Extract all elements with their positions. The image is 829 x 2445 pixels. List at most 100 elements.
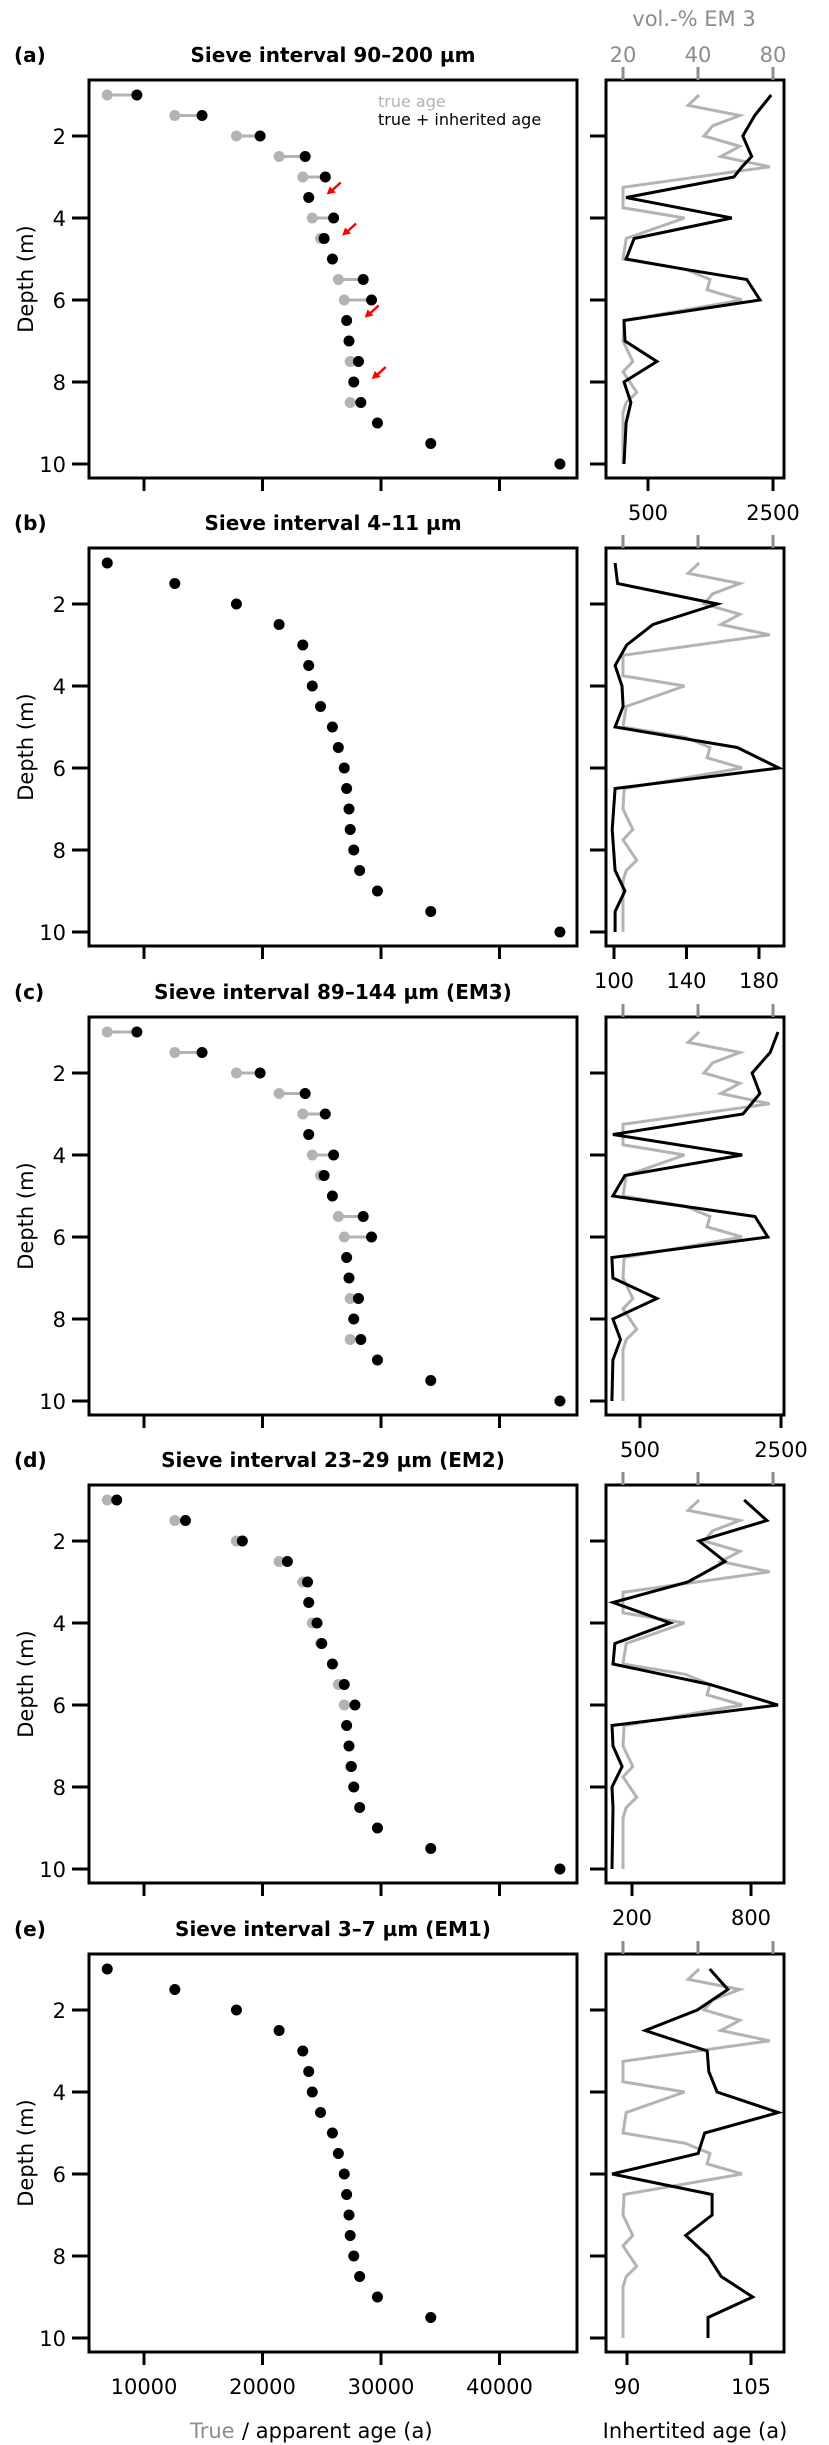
apparent-age-point <box>425 438 437 449</box>
apparent-age-point <box>131 89 143 101</box>
true-age-point <box>306 212 318 224</box>
depth-tick-label: 4 <box>53 2081 66 2105</box>
panel-title: Sieve interval 90–200 µm <box>191 43 476 67</box>
apparent-age-point <box>341 1720 353 1731</box>
true-age-point <box>169 1047 181 1058</box>
true-age-point <box>273 151 285 162</box>
true-age-point <box>344 1334 356 1345</box>
apparent-age-point <box>318 233 330 244</box>
depth-tick-label: 2 <box>53 125 66 149</box>
vol-tick-label: 40 <box>685 43 712 67</box>
y-axis-label: Depth (m) <box>14 2099 38 2206</box>
apparent-age-point <box>348 376 360 388</box>
apparent-age-point <box>169 578 181 589</box>
depth-tick-label: 6 <box>53 1694 66 1718</box>
apparent-age-point <box>303 192 315 203</box>
apparent-age-point <box>355 1334 367 1345</box>
apparent-age-point <box>319 1108 331 1120</box>
inherited-tick-label: 180 <box>739 969 779 993</box>
apparent-age-point <box>344 2230 356 2241</box>
apparent-age-point <box>306 680 318 692</box>
depth-tick-label: 8 <box>53 1776 66 1800</box>
apparent-age-point <box>311 1617 323 1629</box>
x-axis-label-rest: / apparent age (a) <box>242 2419 433 2443</box>
apparent-age-point <box>315 701 327 712</box>
true-age-point <box>306 1149 318 1161</box>
true-age-point <box>273 1556 285 1567</box>
apparent-age-point <box>343 803 355 815</box>
apparent-age-point <box>131 1026 143 1038</box>
apparent-age-point <box>554 1863 566 1875</box>
true-age-point <box>338 1231 350 1243</box>
vol-em3-line <box>621 1498 771 1869</box>
apparent-age-point <box>196 1047 208 1058</box>
true-age-point <box>338 1699 350 1711</box>
apparent-age-point <box>354 2271 366 2282</box>
panel-b: (b) Sieve interval 4–11 µm 2 4 6 8 10 Depth (m)… <box>14 511 786 993</box>
legend-true-age: true age <box>378 92 446 111</box>
age-plot-frame <box>87 1015 579 1417</box>
inherited-plot-frame <box>604 78 786 480</box>
panel-label: (e) <box>14 1917 46 1941</box>
apparent-age-point <box>341 2189 353 2200</box>
inherited-tick-label: 2500 <box>746 501 799 525</box>
y-axis-label: Depth (m) <box>14 1162 38 1269</box>
panel-label: (d) <box>14 1448 47 1472</box>
inherited-tick-label: 800 <box>731 1906 771 1930</box>
apparent-age-point <box>338 2168 350 2180</box>
vol-em3-line <box>621 1967 771 2338</box>
apparent-age-point <box>357 274 369 285</box>
panel-c: (c) Sieve interval 89–144 µm (EM3) 2 4 6 8 10 D… <box>14 980 808 1462</box>
true-age-point <box>344 356 356 367</box>
depth-tick-label: 10 <box>39 453 66 477</box>
apparent-age-point <box>236 1535 248 1547</box>
apparent-age-point <box>303 2066 315 2077</box>
inherited-age-line <box>610 562 785 932</box>
apparent-age-point <box>303 1129 315 1140</box>
apparent-age-point <box>196 110 208 121</box>
inherited-tick-label: 100 <box>594 969 634 993</box>
vol-tick-label: 20 <box>610 43 637 67</box>
apparent-age-point <box>326 721 338 733</box>
apparent-age-point <box>297 639 309 651</box>
apparent-age-point <box>349 1699 361 1711</box>
true-age-point <box>230 130 242 142</box>
apparent-age-point <box>101 557 113 569</box>
apparent-age-point <box>254 1067 266 1079</box>
apparent-age-point <box>371 1354 383 1366</box>
apparent-age-point <box>554 926 566 938</box>
apparent-age-point <box>348 1781 360 1793</box>
true-age-point <box>344 1293 356 1304</box>
apparent-age-point <box>299 1088 311 1099</box>
apparent-age-point <box>318 1170 330 1181</box>
depth-tick-label: 4 <box>53 1144 66 1168</box>
true-age-point <box>169 1515 181 1526</box>
apparent-age-point <box>254 130 266 142</box>
panel-title: Sieve interval 4–11 µm <box>204 511 461 535</box>
true-age-point <box>101 1494 113 1506</box>
true-age-point <box>344 397 356 408</box>
depth-tick-label: 6 <box>53 289 66 313</box>
apparent-age-point <box>366 294 378 306</box>
panel-label: (c) <box>14 980 44 1004</box>
inherited-tick-label: 500 <box>628 501 668 525</box>
apparent-age-point <box>371 417 383 429</box>
depth-tick-label: 2 <box>53 1530 66 1554</box>
apparent-age-point <box>345 1761 357 1772</box>
apparent-age-point <box>303 660 315 671</box>
true-age-point <box>332 1211 344 1222</box>
apparent-age-point <box>371 2291 383 2303</box>
apparent-age-point <box>111 1494 123 1506</box>
apparent-age-point <box>328 1149 340 1161</box>
apparent-age-point <box>355 397 367 408</box>
inherited-tick-label: 2500 <box>754 1438 807 1462</box>
true-age-point <box>332 274 344 285</box>
apparent-age-point <box>348 2250 360 2262</box>
vol-em3-line <box>621 93 771 464</box>
age-plot-frame <box>87 78 579 480</box>
depth-tick-label: 10 <box>39 2327 66 2351</box>
apparent-age-point <box>230 2004 242 2016</box>
apparent-age-point <box>343 335 355 347</box>
apparent-age-point <box>371 885 383 897</box>
